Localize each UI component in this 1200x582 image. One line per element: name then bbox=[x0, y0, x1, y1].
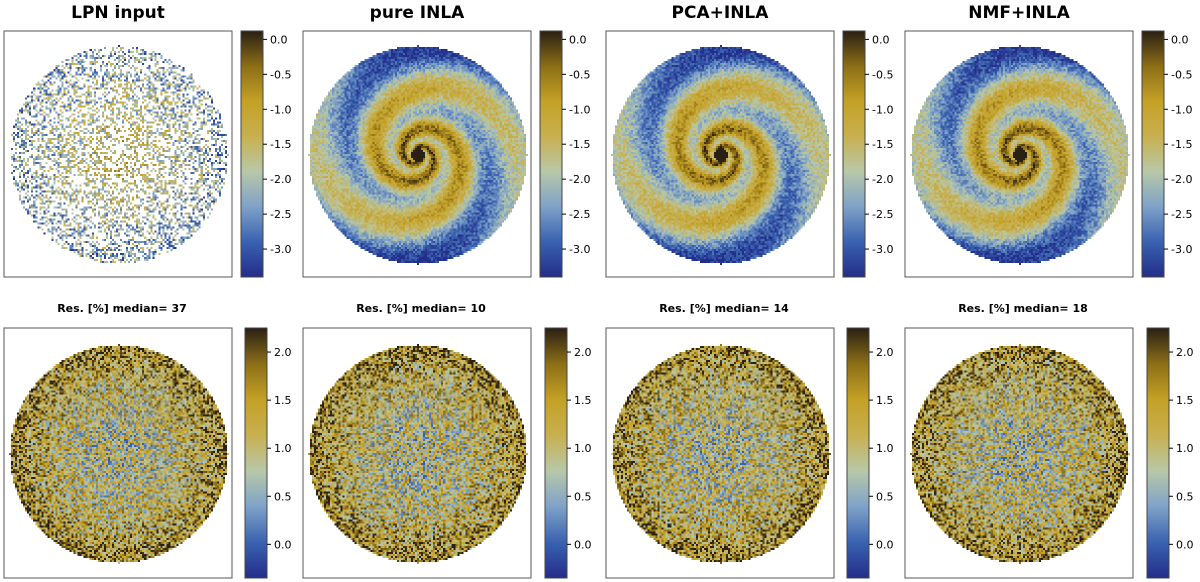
colorbar-tick-label: 1.0 bbox=[274, 442, 292, 455]
heatmap-image bbox=[306, 43, 528, 265]
map-panel-1 bbox=[3, 30, 233, 278]
panel-title-2: pure INLA bbox=[370, 3, 465, 23]
colorbar-top-2: 0.0 -0.5 -1.0 -1.5 -2.0 -2.5 -3.0 bbox=[539, 30, 590, 278]
heatmap-image bbox=[908, 43, 1130, 265]
colorbar-tick-label: -2.0 bbox=[872, 173, 893, 186]
colorbar-tick-label: -3.0 bbox=[872, 243, 893, 256]
colorbar-tick-label: 0.0 bbox=[574, 538, 592, 551]
colorbar-tick-label: 0.0 bbox=[569, 33, 587, 46]
residual-median-value: 14 bbox=[773, 302, 789, 315]
residual-title-prefix: Res. [%] median= bbox=[659, 302, 773, 315]
colorbar-tick-label: 1.0 bbox=[574, 442, 592, 455]
colorbar-tick-label: 0.5 bbox=[574, 490, 592, 503]
colorbar-top-3: 0.0 -0.5 -1.0 -1.5 -2.0 -2.5 -3.0 bbox=[842, 30, 893, 278]
colorbar-tick-label: -3.0 bbox=[270, 243, 291, 256]
map-panel-3 bbox=[605, 30, 835, 278]
residual-median-value: 37 bbox=[171, 302, 186, 315]
colorbar-gradient bbox=[846, 327, 870, 579]
colorbar-tick-label: -2.5 bbox=[569, 208, 590, 221]
colorbar-tick-label: 0.0 bbox=[872, 33, 890, 46]
colorbar-top-1: 0.0 -0.5 -1.0 -1.5 -2.0 -2.5 -3.0 bbox=[240, 30, 291, 278]
colorbar-tick-label: -1.0 bbox=[872, 103, 893, 116]
colorbar-bottom-3: 2.0 1.5 1.0 0.5 0.0 bbox=[846, 327, 894, 579]
panel-title-1: LPN input bbox=[71, 3, 165, 23]
residual-title-2: Res. [%] median= 10 bbox=[356, 302, 486, 315]
colorbar-tick-label: 2.0 bbox=[1176, 346, 1194, 359]
map-panel-4 bbox=[904, 30, 1134, 278]
colorbar-tick-label: -0.5 bbox=[569, 68, 590, 81]
colorbar-tick-label: 0.5 bbox=[1176, 490, 1194, 503]
colorbar-tick-label: -1.5 bbox=[872, 138, 893, 151]
colorbar-tick-label: 0.5 bbox=[876, 490, 894, 503]
residual-title-prefix: Res. [%] median= bbox=[356, 302, 470, 315]
residual-panel-3 bbox=[605, 327, 835, 579]
colorbar-gradient bbox=[1141, 30, 1165, 278]
colorbar-tick-label: -2.5 bbox=[270, 208, 291, 221]
colorbar-gradient bbox=[842, 30, 866, 278]
colorbar-tick-label: -1.5 bbox=[1171, 138, 1192, 151]
colorbar-tick-label: -2.0 bbox=[270, 173, 291, 186]
residual-title-3: Res. [%] median= 14 bbox=[659, 302, 789, 315]
colorbar-gradient bbox=[244, 327, 268, 579]
colorbar-tick-label: -3.0 bbox=[569, 243, 590, 256]
colorbar-bottom-2: 2.0 1.5 1.0 0.5 0.0 bbox=[544, 327, 592, 579]
colorbar-tick-label: 0.0 bbox=[274, 538, 292, 551]
colorbar-tick-label: 1.5 bbox=[574, 394, 592, 407]
residual-title-1: Res. [%] median= 37 bbox=[57, 302, 187, 315]
colorbar-tick-label: 1.0 bbox=[876, 442, 894, 455]
residual-title-prefix: Res. [%] median= bbox=[958, 302, 1072, 315]
residual-title-4: Res. [%] median= 18 bbox=[958, 302, 1088, 315]
colorbar-tick-label: -3.0 bbox=[1171, 243, 1192, 256]
colorbar-tick-label: -2.0 bbox=[569, 173, 590, 186]
colorbar-tick-label: 1.5 bbox=[876, 394, 894, 407]
colorbar-tick-label: 0.5 bbox=[274, 490, 292, 503]
panel-title-4: NMF+INLA bbox=[968, 3, 1070, 23]
colorbar-bottom-4: 2.0 1.5 1.0 0.5 0.0 bbox=[1146, 327, 1194, 579]
colorbar-gradient bbox=[539, 30, 563, 278]
residual-median-value: 18 bbox=[1072, 302, 1087, 315]
residual-median-value: 10 bbox=[470, 302, 486, 315]
colorbar-gradient bbox=[240, 30, 264, 278]
colorbar-top-4: 0.0 -0.5 -1.0 -1.5 -2.0 -2.5 -3.0 bbox=[1141, 30, 1192, 278]
colorbar-tick-label: 1.0 bbox=[1176, 442, 1194, 455]
heatmap-image bbox=[908, 342, 1130, 564]
residual-panel-4 bbox=[904, 327, 1134, 579]
residual-panel-1 bbox=[3, 327, 233, 579]
colorbar-tick-label: 0.0 bbox=[270, 33, 288, 46]
colorbar-bottom-1: 2.0 1.5 1.0 0.5 0.0 bbox=[244, 327, 292, 579]
colorbar-tick-label: -2.5 bbox=[1171, 208, 1192, 221]
colorbar-tick-label: -1.0 bbox=[1171, 103, 1192, 116]
colorbar-tick-label: -1.0 bbox=[270, 103, 291, 116]
heatmap-image bbox=[306, 342, 528, 564]
colorbar-tick-label: -1.5 bbox=[270, 138, 291, 151]
heatmap-image bbox=[609, 342, 831, 564]
heatmap-image bbox=[7, 43, 229, 265]
colorbar-tick-label: -1.0 bbox=[569, 103, 590, 116]
colorbar-tick-label: 2.0 bbox=[574, 346, 592, 359]
colorbar-tick-label: -2.5 bbox=[872, 208, 893, 221]
colorbar-tick-label: 2.0 bbox=[274, 346, 292, 359]
panel-title-3: PCA+INLA bbox=[672, 3, 770, 23]
colorbar-tick-label: -0.5 bbox=[270, 68, 291, 81]
colorbar-tick-label: 0.0 bbox=[1171, 33, 1189, 46]
map-panel-2 bbox=[302, 30, 532, 278]
colorbar-tick-label: -1.5 bbox=[569, 138, 590, 151]
residual-panel-2 bbox=[302, 327, 532, 579]
heatmap-image bbox=[7, 342, 229, 564]
colorbar-tick-label: 0.0 bbox=[1176, 538, 1194, 551]
colorbar-tick-label: -0.5 bbox=[872, 68, 893, 81]
colorbar-tick-label: 2.0 bbox=[876, 346, 894, 359]
colorbar-tick-label: -0.5 bbox=[1171, 68, 1192, 81]
colorbar-tick-label: 1.5 bbox=[274, 394, 292, 407]
colorbar-tick-label: -2.0 bbox=[1171, 173, 1192, 186]
colorbar-gradient bbox=[1146, 327, 1170, 579]
residual-title-prefix: Res. [%] median= bbox=[57, 302, 171, 315]
colorbar-tick-label: 0.0 bbox=[876, 538, 894, 551]
colorbar-gradient bbox=[544, 327, 568, 579]
heatmap-image bbox=[609, 43, 831, 265]
colorbar-tick-label: 1.5 bbox=[1176, 394, 1194, 407]
